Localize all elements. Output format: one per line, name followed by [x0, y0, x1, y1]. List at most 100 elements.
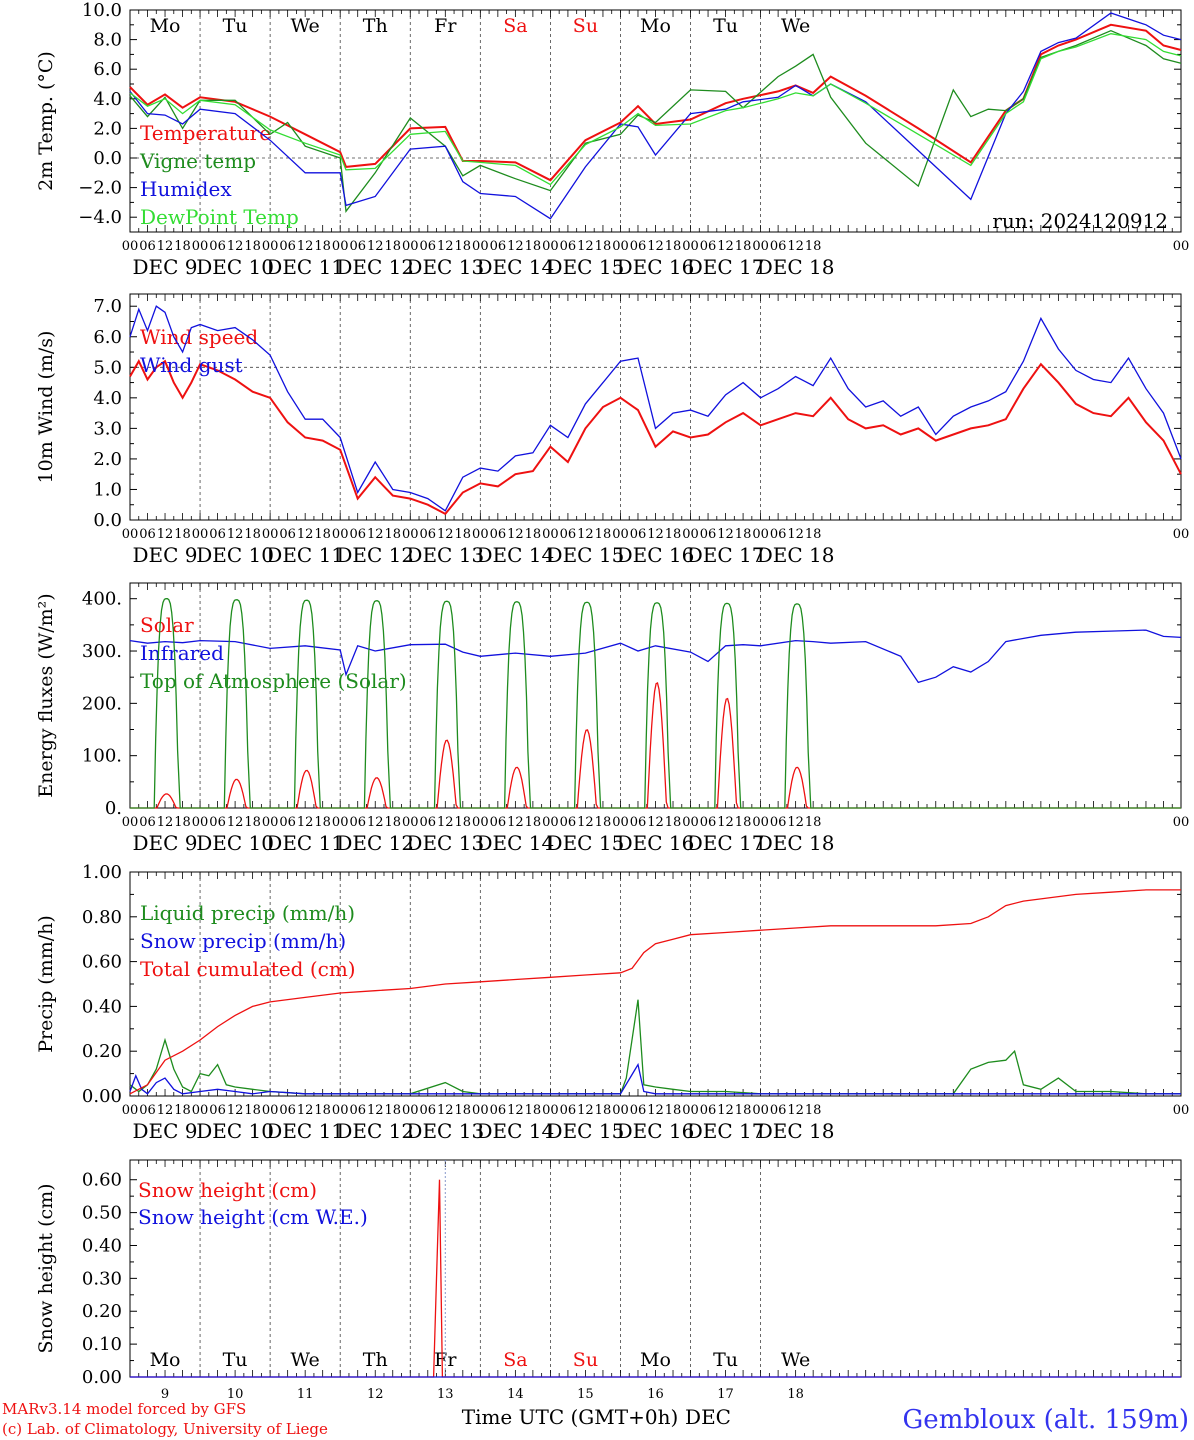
y-tick-label: 0.50	[82, 1203, 122, 1224]
y-axis-label: Energy fluxes (W/m²)	[35, 593, 57, 797]
date-label: DEC 16	[617, 1119, 695, 1143]
hour-tick-label: 00	[542, 527, 559, 542]
hour-tick-label: 06	[209, 1103, 226, 1118]
panel-2: 7.0 6.0 5.0 4.0 3.0 2.0 1.0 0.0 10m Wind (m/s) 00…	[35, 293, 1189, 567]
y-tick-label: 0.20	[82, 1301, 122, 1322]
hour-tick-label: 12	[367, 815, 384, 830]
day-number-label: 14	[507, 1387, 524, 1402]
day-number-label: 17	[717, 1387, 734, 1402]
hour-tick-label: 18	[805, 527, 822, 542]
hour-tick-label: 06	[770, 815, 787, 830]
hour-tick-label: 00	[122, 527, 139, 542]
hour-tick-label: 18	[805, 1103, 822, 1118]
date-label: DEC 9	[133, 255, 198, 279]
y-tick-label: 0.00	[82, 1367, 122, 1388]
hour-tick-label: 12	[507, 527, 524, 542]
date-label: DEC 15	[547, 1119, 625, 1143]
y-tick-label: 0.60	[82, 952, 122, 973]
legend-entry: Total cumulated (cm)	[140, 957, 356, 981]
hour-tick-label: 12	[577, 239, 594, 254]
hour-tick-label: 00	[1173, 815, 1190, 830]
day-number-label: 16	[647, 1387, 664, 1402]
weekday-label: Th	[363, 1349, 388, 1371]
y-tick-label: 0.0	[93, 510, 122, 531]
day-number-label: 10	[227, 1387, 244, 1402]
x-axis-unit: DEC	[685, 1405, 731, 1429]
hour-tick-label: 12	[507, 239, 524, 254]
hour-tick-label: 12	[717, 1103, 734, 1118]
hour-tick-label: 18	[665, 239, 682, 254]
date-label: DEC 16	[617, 831, 695, 855]
hour-tick-label: 06	[349, 527, 366, 542]
hour-tick-label: 06	[700, 527, 717, 542]
series-line	[129, 29, 1182, 213]
hour-tick-label: 18	[174, 239, 191, 254]
weekday-label: Th	[363, 15, 388, 37]
hour-tick-label: 06	[630, 527, 647, 542]
hour-tick-label: 12	[647, 239, 664, 254]
date-label: DEC 14	[476, 1119, 554, 1143]
hour-tick-label: 12	[647, 815, 664, 830]
hour-tick-label: 06	[139, 815, 156, 830]
y-tick-label: 6.0	[93, 327, 122, 348]
footer: MARv3.14 model forced by GFS (c) Lab. of …	[2, 1400, 1189, 1438]
plot-frame	[129, 9, 1182, 233]
date-label: DEC 10	[196, 1119, 274, 1143]
series-line	[129, 999, 1181, 1095]
hour-tick-label: 18	[174, 815, 191, 830]
series-line	[129, 359, 1182, 516]
weekday-label: Fr	[434, 15, 457, 37]
day-number-label: 15	[577, 1387, 594, 1402]
hour-tick-label: 00	[402, 1103, 419, 1118]
hour-tick-label: 18	[595, 239, 612, 254]
hour-tick-label: 18	[314, 239, 331, 254]
station-name: Gembloux (alt. 159m)	[903, 1405, 1189, 1435]
date-label: DEC 18	[757, 543, 835, 567]
hour-tick-label: 12	[367, 527, 384, 542]
legend-entry: Snow height (cm W.E.)	[138, 1205, 368, 1229]
hour-tick-label: 18	[455, 1103, 472, 1118]
weekday-label: We	[781, 1349, 810, 1371]
hour-tick-label: 00	[262, 239, 279, 254]
hour-tick-label: 12	[717, 527, 734, 542]
hour-tick-label: 12	[787, 527, 804, 542]
hour-tick-label: 00	[612, 239, 629, 254]
legend-entry: Infrared	[140, 641, 224, 665]
hour-tick-label: 00	[682, 815, 699, 830]
y-tick-label: 0.60	[82, 1170, 122, 1191]
day-number-label: 9	[161, 1387, 169, 1402]
hour-tick-label: 12	[787, 1103, 804, 1118]
hour-tick-label: 18	[595, 815, 612, 830]
y-axis-label: Snow height (cm)	[35, 1183, 57, 1353]
hour-tick-label: 00	[752, 1103, 769, 1118]
hour-tick-label: 00	[612, 1103, 629, 1118]
hour-tick-label: 00	[752, 527, 769, 542]
hour-tick-label: 06	[420, 527, 437, 542]
legend-entry: Temperature	[140, 121, 271, 145]
panel-3: 400. 300. 200. 100. 0. Energy fluxes (W/m²) 00…	[35, 582, 1190, 855]
y-tick-label: 300.	[82, 641, 122, 662]
y-tick-label: 4.0	[93, 89, 122, 110]
hour-tick-label: 00	[122, 1103, 139, 1118]
y-tick-label: 3.0	[93, 418, 122, 439]
hour-tick-label: 00	[682, 527, 699, 542]
y-tick-label: 1.0	[93, 479, 122, 500]
y-tick-label: 1.00	[82, 862, 122, 883]
hour-tick-label: 00	[332, 1103, 349, 1118]
y-tick-label: 0.	[105, 798, 122, 819]
hour-tick-label: 18	[455, 239, 472, 254]
hour-tick-label: 12	[367, 1103, 384, 1118]
hour-tick-label: 18	[525, 239, 542, 254]
hour-tick-label: 18	[455, 527, 472, 542]
weekday-label: Sa	[503, 1349, 527, 1371]
hour-tick-label: 06	[700, 239, 717, 254]
y-tick-label: 2.0	[93, 118, 122, 139]
hour-tick-label: 18	[244, 1103, 261, 1118]
legend-entry: DewPoint Temp	[140, 205, 299, 229]
hour-tick-label: 06	[139, 1103, 156, 1118]
y-tick-label: 200.	[82, 693, 122, 714]
hour-tick-label: 00	[752, 239, 769, 254]
hour-tick-label: 12	[507, 1103, 524, 1118]
weekday-label: Mo	[150, 1349, 181, 1371]
y-tick-label: 100.	[82, 746, 122, 767]
